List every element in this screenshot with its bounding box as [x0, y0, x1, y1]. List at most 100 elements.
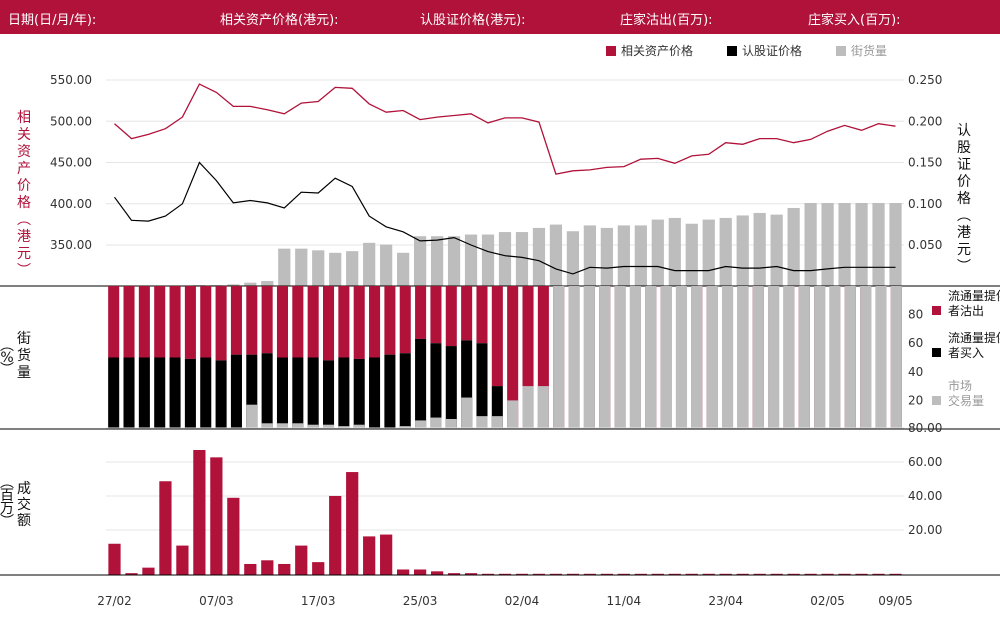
- pct-tick-label: 60: [908, 336, 923, 350]
- turnover-bar: [447, 573, 461, 575]
- turnover-bar: [685, 573, 698, 575]
- legend-warrant-text: 认股证价格: [742, 44, 803, 58]
- street-volume-bar: [889, 203, 902, 286]
- turnover-bar: [668, 573, 681, 575]
- street-volume-bar: [753, 212, 766, 286]
- market-trade-bar: [737, 286, 749, 429]
- turnover-tick-label: 60.00: [908, 455, 942, 469]
- date-tick-label: 23/04: [708, 594, 743, 608]
- turnover-bar: [753, 573, 766, 575]
- lp-sell-bar: [322, 286, 335, 361]
- pct-legend-swatch: [932, 306, 941, 315]
- lp-sell-bar: [338, 286, 350, 358]
- turnover-bar: [515, 573, 529, 575]
- turnover-bar: [889, 573, 902, 575]
- left-tick-label: 400.00: [50, 197, 92, 211]
- lp-buy-bar: [261, 353, 273, 429]
- market-trade-bar: [553, 286, 565, 429]
- street-volume-bar: [481, 234, 495, 286]
- market-trade-bar: [860, 286, 872, 429]
- street-volume-bar: [736, 215, 749, 286]
- header-warrant-label: 认股证价格(港元):: [420, 13, 526, 28]
- street-volume-bar: [549, 224, 563, 286]
- date-tick-label: 11/04: [607, 594, 642, 608]
- lp-buy-bar: [476, 343, 488, 429]
- market-trade-bar: [583, 286, 595, 429]
- header-dealer-buy-label: 庄家买入(百万):: [808, 13, 901, 28]
- legend-warrant: 认股证价格: [727, 42, 802, 59]
- street-volume-bar: [447, 236, 461, 286]
- lp-buy-bar: [491, 386, 503, 429]
- lp-buy-bar: [246, 354, 258, 429]
- lp-sell-bar: [353, 286, 365, 359]
- market-trade-bar: [415, 420, 427, 429]
- turnover-bar: [566, 573, 580, 575]
- street-volume-bar: [261, 281, 274, 286]
- right-tick-label: 0.050: [908, 238, 942, 252]
- header-date-label: 日期(日/月/年):: [8, 13, 97, 28]
- turnover-bar: [855, 573, 868, 575]
- lp-buy-bar: [338, 357, 350, 429]
- turnover-bar: [770, 573, 783, 575]
- pct-legend-label: 市场交易量: [948, 378, 984, 408]
- lp-sell-bar: [276, 286, 289, 358]
- market-trade-bar: [798, 286, 810, 429]
- market-trade-bar: [875, 286, 887, 429]
- lp-buy-bar: [445, 346, 457, 429]
- street-volume-bar: [346, 251, 359, 286]
- legend-underlying: 相关资产价格: [606, 42, 693, 59]
- turnover-bar: [210, 457, 223, 575]
- turnover-bar: [464, 573, 478, 575]
- turnover-bar: [498, 573, 512, 575]
- lp-buy-bar: [154, 357, 166, 429]
- market-trade-bar: [261, 423, 273, 429]
- street-volume-bar: [397, 252, 410, 286]
- right-tick-label: 0.100: [908, 197, 942, 211]
- street-volume-bar: [413, 236, 427, 286]
- lp-sell-bar: [507, 286, 519, 429]
- street-volume-bar: [651, 219, 664, 286]
- header-underlying-label: 相关资产价格(港元):: [220, 13, 339, 28]
- lp-sell-bar: [307, 286, 319, 358]
- lp-sell-bar: [384, 286, 396, 355]
- lp-sell-bar: [292, 286, 304, 358]
- street-volume-bar: [244, 282, 257, 286]
- lp-sell-bar: [154, 286, 166, 358]
- street-volume-bar: [363, 242, 376, 286]
- lp-sell-bar: [522, 286, 534, 429]
- turnover-bar: [634, 573, 647, 575]
- street-volume-bar: [634, 225, 647, 286]
- warrant-swatch: [727, 46, 737, 56]
- street-volume-bar: [295, 248, 308, 286]
- street-volume-bar: [719, 217, 732, 286]
- market-trade-bar: [752, 286, 764, 429]
- market-trade-bar: [276, 423, 289, 429]
- turnover-bar: [481, 573, 495, 575]
- market-trade-bar: [814, 286, 826, 429]
- left-tick-label: 500.00: [50, 114, 92, 128]
- street-volume-bar: [702, 219, 715, 286]
- street-volume-bar: [532, 227, 546, 286]
- lp-sell-bar: [169, 286, 181, 358]
- market-trade-bar: [691, 286, 703, 429]
- lp-buy-bar: [384, 354, 396, 429]
- lp-buy-bar: [322, 360, 335, 429]
- turnover-bar: [108, 543, 121, 575]
- turnover-bar: [278, 563, 291, 575]
- market-trade-bar: [721, 286, 734, 429]
- lp-buy-bar: [200, 357, 212, 429]
- header-dealer-sell-label: 庄家沽出(百万):: [620, 13, 713, 28]
- market-trade-bar: [614, 286, 626, 429]
- left-tick-label: 350.00: [50, 238, 92, 252]
- market-trade-bar: [783, 286, 795, 429]
- lp-buy-bar: [353, 358, 365, 429]
- market-trade-bar: [675, 286, 688, 429]
- market-trade-bar: [629, 286, 641, 429]
- street-volume-bar: [312, 250, 325, 286]
- lp-sell-bar: [200, 286, 212, 358]
- turnover-bar: [176, 545, 189, 575]
- street-volume-bar: [464, 234, 478, 286]
- lp-buy-bar: [276, 357, 289, 429]
- turnover-bar: [346, 472, 359, 575]
- market-trade-bar: [645, 286, 657, 429]
